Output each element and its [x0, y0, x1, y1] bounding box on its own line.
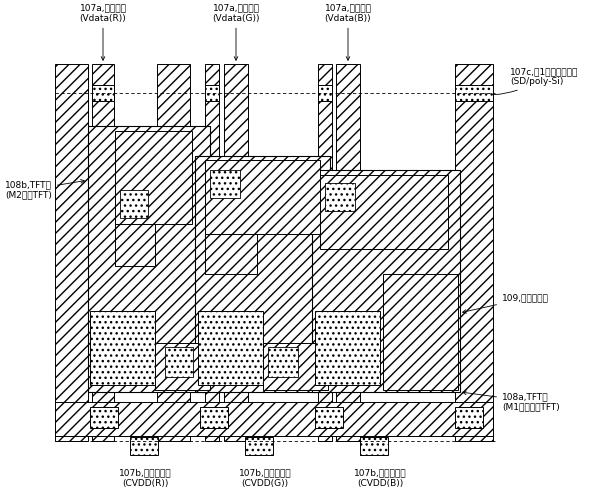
Bar [263, 343, 328, 390]
Bar [383, 274, 458, 390]
Bar [157, 64, 190, 441]
Bar [165, 347, 193, 377]
Text: 107a,データ線
(Vdata(G)): 107a,データ線 (Vdata(G)) [212, 3, 260, 60]
Bar [245, 437, 273, 455]
Bar [115, 131, 192, 224]
Bar [455, 85, 493, 101]
Bar [90, 311, 155, 385]
Bar [55, 64, 88, 441]
Text: 107c,第1コンタクト部
(SD/poly-Si): 107c,第1コンタクト部 (SD/poly-Si) [472, 67, 578, 96]
Bar [198, 311, 263, 385]
Bar [205, 85, 219, 101]
Bar [336, 64, 360, 441]
Bar [55, 402, 493, 436]
Bar [268, 347, 298, 377]
Text: 109,保持容量部: 109,保持容量部 [462, 294, 549, 313]
Bar [92, 85, 114, 101]
Bar [88, 126, 210, 392]
Bar [195, 156, 330, 392]
Bar [205, 64, 219, 441]
Bar [205, 160, 320, 234]
Text: 107a,データ線
(Vdata(R)): 107a,データ線 (Vdata(R)) [79, 3, 126, 60]
Bar [312, 170, 460, 392]
Bar [455, 407, 483, 428]
Text: 107b,電力供給線
(CVDD(G)): 107b,電力供給線 (CVDD(G)) [239, 469, 291, 488]
Bar [315, 311, 380, 385]
Bar [120, 190, 148, 218]
Text: 107b,電力供給線
(CVDD(R)): 107b,電力供給線 (CVDD(R)) [119, 469, 171, 488]
Text: 108a,TFT部
(M1スイッチTFT): 108a,TFT部 (M1スイッチTFT) [463, 391, 560, 411]
Bar [455, 64, 493, 441]
Text: 108b,TFT部
(M2駆動TFT): 108b,TFT部 (M2駆動TFT) [5, 179, 84, 200]
Bar [318, 64, 332, 441]
Text: 107b,電力供給線
(CVDD(B)): 107b,電力供給線 (CVDD(B)) [354, 469, 406, 488]
Bar [200, 407, 228, 428]
Bar [92, 64, 114, 441]
Bar [315, 407, 343, 428]
Bar [210, 170, 240, 198]
Bar [360, 437, 388, 455]
Bar [130, 437, 158, 455]
Text: 107a,データ線
(Vdata(B)): 107a,データ線 (Vdata(B)) [325, 3, 371, 60]
Bar [320, 175, 448, 249]
Bar [115, 224, 155, 266]
Bar [205, 234, 257, 274]
Bar [90, 407, 118, 428]
Bar [318, 85, 332, 101]
Bar [155, 343, 210, 390]
Bar [224, 64, 248, 441]
Bar [325, 183, 355, 211]
